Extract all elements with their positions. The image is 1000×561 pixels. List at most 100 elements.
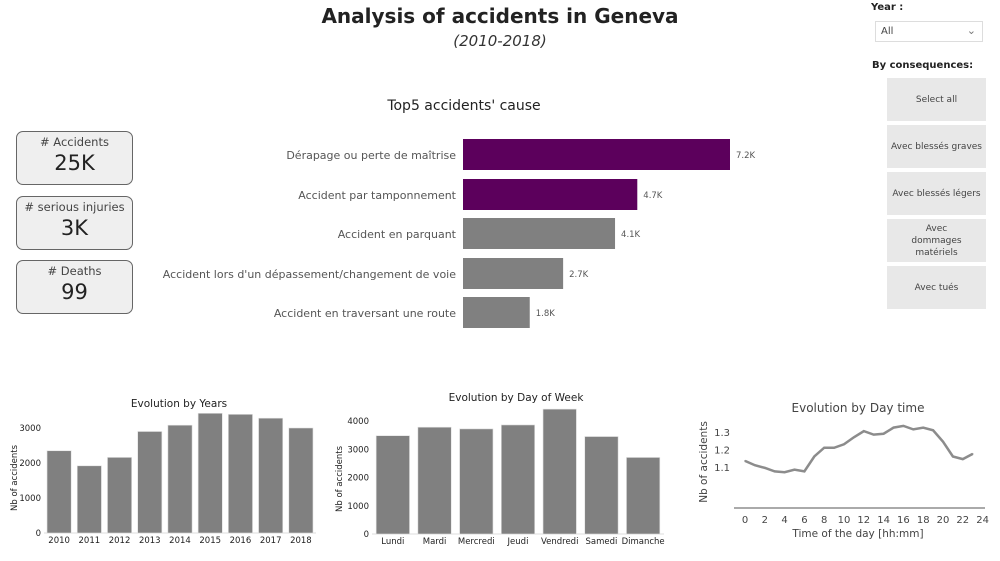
y-tick-label: 0 [364,530,369,540]
data-point [744,460,746,462]
x-tick-label: 2010 [48,536,70,546]
chart-title: Evolution by Day time [792,401,925,415]
chart-title: Evolution by Day of Week [449,392,585,404]
x-tick-label: 12 [857,515,870,526]
year-dropdown[interactable]: All ⌄ [875,21,983,42]
bar [288,427,314,534]
data-point [922,426,924,429]
bar [197,412,223,534]
consequences-filter-label: By consequences: [872,60,974,71]
series-line [744,424,974,474]
x-tick-label: Lundi [381,537,404,547]
filter-button-dommages-materiels[interactable]: Avec dommages matériels [887,219,986,262]
x-tick-label: 2016 [230,536,252,546]
x-tick-label: 2 [762,515,768,526]
data-point [823,446,825,449]
x-tick-label: 2015 [199,536,221,546]
chart-title: Evolution by Years [131,398,227,410]
x-tick-label: 18 [917,515,930,526]
data-label: 7.2K [736,151,756,161]
data-point [932,429,934,432]
bar [137,431,163,534]
y-axis-label: Nb of accidents [10,444,20,511]
data-label: 4.1K [621,230,641,240]
kpi-label: # Accidents [40,135,109,149]
bar [228,414,253,534]
bar [584,436,619,535]
kpi-card-deaths: # Deaths 99 [16,260,133,314]
page-subtitle: (2010-2018) [453,32,547,50]
bar [258,417,284,534]
x-tick-label: Mardi [423,537,447,547]
x-tick-label: 22 [956,515,969,526]
kpi-card-serious-injuries: # serious injuries 3K [16,196,133,250]
data-point [833,446,835,449]
x-tick-label: 20 [937,515,950,526]
filter-button-tues[interactable]: Avec tués [887,266,986,309]
category-label: Accident par tamponnement [298,189,456,202]
category-label: Dérapage ou perte de maîtrise [286,149,456,162]
bar [463,179,638,210]
y-tick-label: 1.1 [714,463,730,474]
data-point [892,426,895,429]
bar [463,258,564,289]
category-label: Accident en parquant [338,228,457,241]
data-point [813,455,816,458]
y-tick-label: 3000 [347,445,369,455]
y-axis-label: Nb of accidents [698,421,710,503]
y-tick-label: 4000 [347,417,369,427]
data-point [783,471,786,474]
x-tick-label: 14 [877,515,890,526]
bar [76,465,102,534]
x-tick-label: Samedi [585,537,617,547]
x-tick-label: 2014 [169,536,191,546]
x-tick-label: 2017 [260,536,282,546]
x-tick-label: 24 [976,515,989,526]
bar [463,139,730,170]
bar [463,297,530,328]
x-tick-label: 16 [897,515,910,526]
x-tick-label: 10 [838,515,851,526]
data-point [902,425,905,427]
page-title: Analysis of accidents in Geneva [321,4,679,28]
x-tick-label: 4 [781,515,787,526]
select-all-button[interactable]: Select all [887,78,986,121]
data-point [793,468,796,471]
y-axis-label: Nb of accidents [335,445,345,512]
data-point [863,430,865,432]
data-point [843,443,845,446]
data-point [912,428,915,431]
kpi-value: 3K [60,216,89,240]
filter-button-blesses-legers[interactable]: Avec blessés légers [887,172,986,215]
kpi-label: # Deaths [47,264,102,278]
bar [417,426,452,535]
x-tick-label: Dimanche [622,537,665,547]
chart-title: Top5 accidents' cause [386,98,540,114]
data-point [971,453,974,455]
bar [167,424,193,534]
bar [463,218,616,249]
x-tick-label: 6 [801,515,807,526]
kpi-value: 25K [54,151,95,175]
x-tick-label: Jeudi [507,537,529,547]
y-tick-label: 1.2 [714,446,730,457]
bar [107,457,132,534]
filter-button-blesses-graves[interactable]: Avec blessés graves [887,125,986,168]
data-label: 2.7K [569,270,589,280]
y-tick-label: 1000 [347,502,369,512]
x-tick-label: Mercredi [458,537,495,547]
bar [542,408,577,535]
bar [626,457,661,535]
y-tick-label: 3000 [19,424,41,434]
y-tick-label: 1000 [19,494,41,504]
y-tick-label: 2000 [19,459,41,469]
y-tick-label: 0 [36,529,41,539]
year-dropdown-value: All [881,26,894,37]
x-tick-label: 2011 [79,536,101,546]
data-point [882,432,885,435]
x-tick-label: 8 [821,515,827,526]
y-tick-label: 2000 [347,474,369,484]
x-tick-label: Vendredi [541,537,578,547]
kpi-label: # serious injuries [24,200,125,214]
bar [459,428,494,535]
